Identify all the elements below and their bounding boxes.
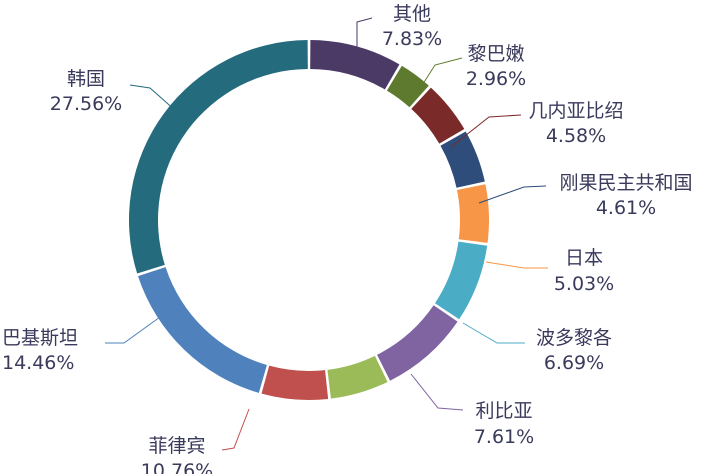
slice-label-value-7: 7.61% bbox=[474, 426, 534, 448]
slice-label-name-9: 巴基斯坦 bbox=[2, 327, 78, 349]
slice-label-name-6: 波多黎各 bbox=[536, 327, 612, 349]
slice-label-value-10: 27.56% bbox=[50, 93, 122, 115]
leader-line-9 bbox=[105, 316, 161, 344]
slice-4 bbox=[440, 131, 485, 188]
slice-label-name-2: 黎巴嫩 bbox=[467, 43, 524, 65]
slice-8-part-1 bbox=[327, 355, 388, 399]
slice-label-name-4: 刚果民主共和国 bbox=[559, 172, 692, 194]
slice-5 bbox=[456, 184, 490, 243]
slice-1 bbox=[310, 40, 400, 90]
chart-leader-lines bbox=[105, 17, 548, 451]
slice-label-name-8: 菲律宾 bbox=[148, 435, 205, 457]
chart-slices bbox=[128, 40, 490, 400]
leader-line-2 bbox=[413, 57, 463, 99]
slice-label-name-10: 韩国 bbox=[67, 68, 105, 90]
slice-label-value-8: 10.76% bbox=[141, 460, 213, 474]
slice-7 bbox=[377, 305, 458, 381]
leader-line-8 bbox=[221, 408, 250, 451]
chart-labels: 其他 7.83% 黎巴嫩 2.96%几内亚比绍 4.58% 刚果民主共和国 4.61% 日本 5… bbox=[2, 3, 693, 474]
slice-label-value-2: 2.96% bbox=[466, 68, 526, 90]
slice-label-value-4: 4.61% bbox=[596, 197, 656, 219]
slice-9 bbox=[137, 267, 267, 393]
slice-3 bbox=[411, 87, 465, 144]
slice-label-value-9: 14.46% bbox=[2, 352, 74, 374]
slice-label-name-5: 日本 bbox=[565, 247, 603, 269]
slice-6 bbox=[434, 241, 488, 320]
slice-label-value-1: 7.83% bbox=[382, 28, 442, 50]
slice-10 bbox=[128, 40, 308, 274]
slice-label-name-1: 其他 bbox=[393, 3, 431, 25]
slice-2 bbox=[386, 65, 429, 108]
slice-label-value-3: 4.58% bbox=[546, 125, 606, 147]
leader-line-10 bbox=[129, 84, 177, 112]
slice-label-name-7: 利比亚 bbox=[475, 400, 532, 422]
leader-line-1 bbox=[356, 17, 373, 62]
leader-line-6 bbox=[462, 322, 525, 344]
slice-label-name-3: 几内亚比绍 bbox=[528, 100, 623, 122]
leader-line-7 bbox=[410, 373, 464, 411]
slice-label-value-5: 5.03% bbox=[554, 273, 614, 295]
slice-label-value-6: 6.69% bbox=[544, 352, 604, 374]
slice-8-part-2 bbox=[261, 365, 329, 400]
leader-line-5 bbox=[485, 261, 548, 269]
leader-line-3 bbox=[450, 114, 522, 148]
leader-line-4 bbox=[478, 185, 547, 204]
